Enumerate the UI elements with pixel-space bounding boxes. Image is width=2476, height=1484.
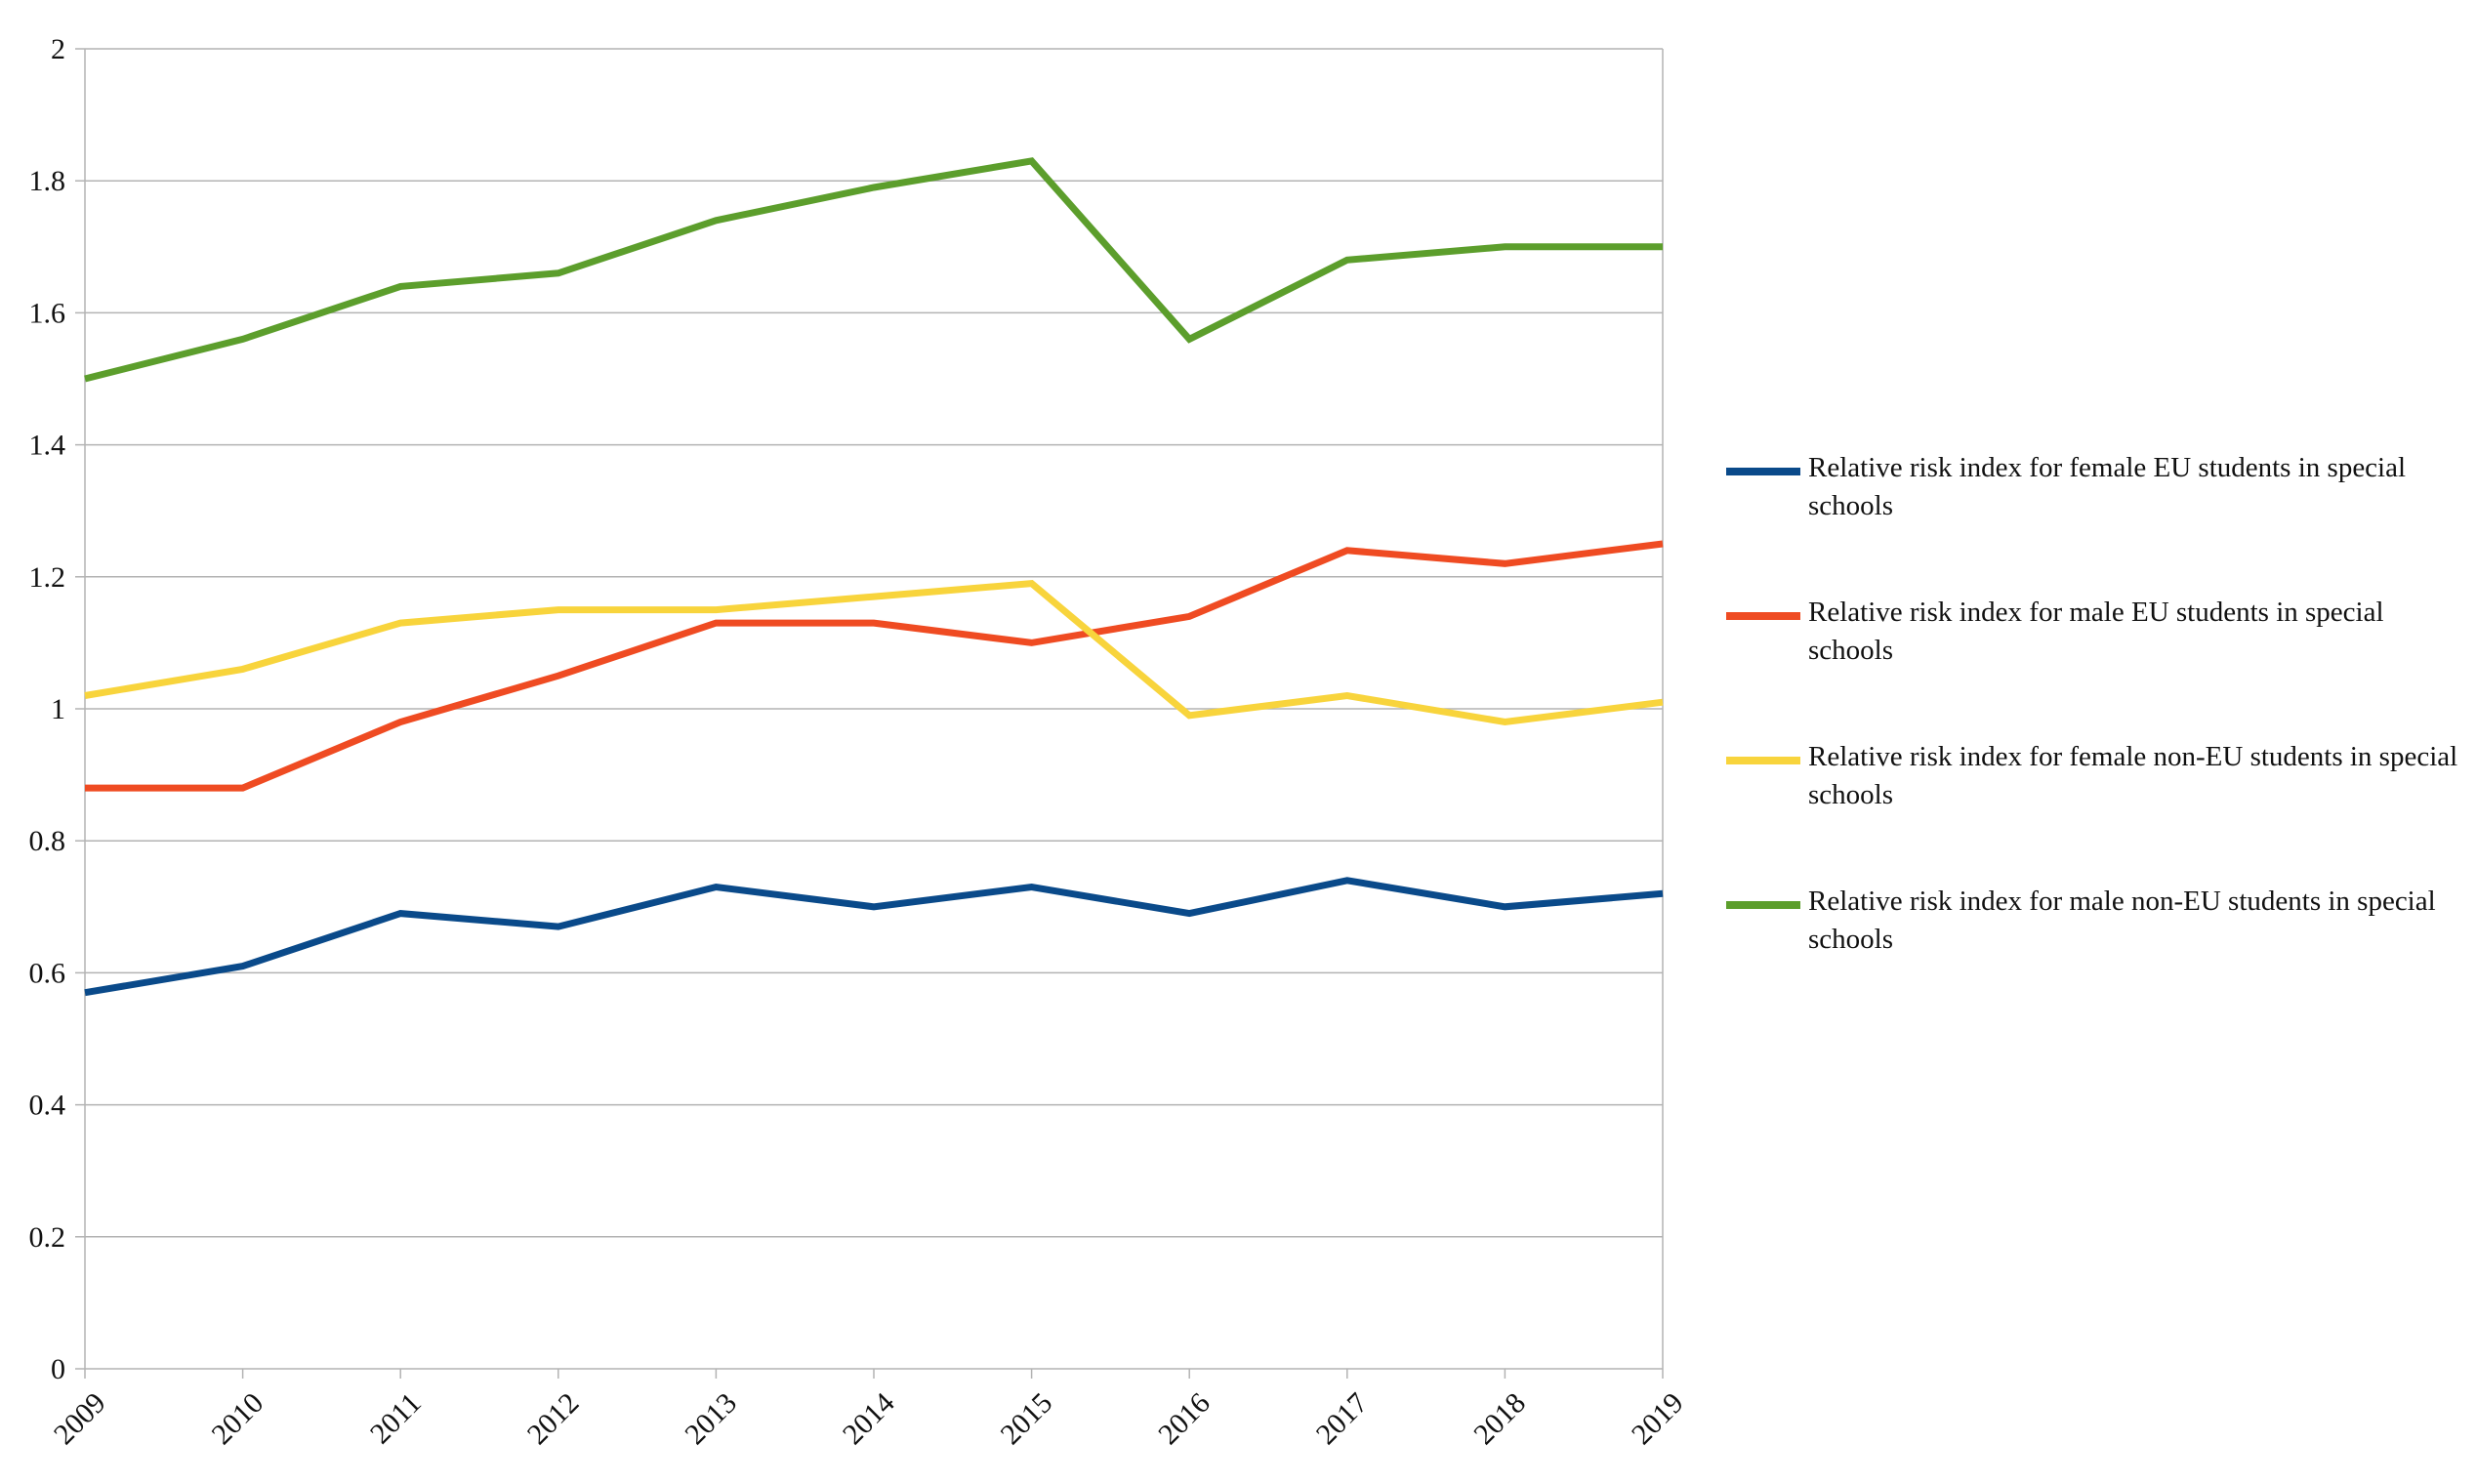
legend-label-female-non-eu: Relative risk index for female non-EU st… <box>1808 741 2458 810</box>
x-tick-label-2019: 2019 <box>1626 1386 1690 1451</box>
legend-swatch-male-eu <box>1726 612 1800 620</box>
x-tick-label-2018: 2018 <box>1467 1386 1532 1451</box>
x-tick-label-2010: 2010 <box>205 1386 269 1451</box>
x-tick-label-2011: 2011 <box>364 1386 428 1450</box>
x-tick-label-2009: 2009 <box>48 1386 112 1451</box>
legend-label-female-eu: Relative risk index for female EU studen… <box>1808 452 2407 521</box>
legend-item-female-non-eu: Relative risk index for female non-EU st… <box>1726 738 2468 883</box>
y-tick-label-5: 1 <box>51 693 65 725</box>
series-line-male-non-eu <box>84 157 1663 383</box>
axes <box>75 48 1664 1379</box>
legend-swatch-male-non-eu <box>1726 901 1800 909</box>
x-tick-label-2014: 2014 <box>837 1386 901 1451</box>
x-tick-label-2013: 2013 <box>679 1386 743 1451</box>
y-tick-label-2: 0.4 <box>29 1090 66 1122</box>
x-tick-label-2017: 2017 <box>1310 1386 1375 1451</box>
legend-label-male-non-eu: Relative risk index for male non-EU stud… <box>1808 886 2436 955</box>
x-tick-label-2012: 2012 <box>521 1386 586 1451</box>
y-tick-label-7: 1.4 <box>29 430 66 462</box>
y-tick-label-9: 1.8 <box>29 165 66 197</box>
y-tick-label-0: 0 <box>51 1353 65 1385</box>
y-tick-label-4: 0.8 <box>29 825 66 857</box>
y-tick-label-10: 2 <box>51 33 65 65</box>
legend-item-female-eu: Relative risk index for female EU studen… <box>1726 449 2468 594</box>
series-line-female-non-eu <box>84 579 1664 726</box>
legend-item-male-eu: Relative risk index for male EU students… <box>1726 594 2468 738</box>
series-line-female-eu <box>84 877 1664 997</box>
y-tick-label-6: 1.2 <box>29 561 66 594</box>
legend-swatch-female-eu <box>1726 468 1800 475</box>
x-tick-label-2015: 2015 <box>994 1386 1058 1451</box>
y-tick-label-3: 0.6 <box>29 957 66 989</box>
legend: Relative risk index for female EU studen… <box>1726 449 2468 1027</box>
series-lines <box>84 157 1664 997</box>
legend-swatch-female-non-eu <box>1726 757 1800 764</box>
series-line-male-eu <box>85 540 1664 792</box>
tick-labels: 0 0.2 0.4 0.6 0.8 1 1.2 1.4 1.6 1.8 2 2009 2010 2011 2… <box>29 33 1690 1451</box>
legend-label-male-eu: Relative risk index for male EU students… <box>1808 597 2384 666</box>
y-tick-label-8: 1.6 <box>29 297 66 329</box>
gridlines <box>85 48 1663 1238</box>
legend-item-male-non-eu: Relative risk index for male non-EU stud… <box>1726 883 2468 1027</box>
y-tick-label-1: 0.2 <box>29 1221 66 1254</box>
x-tick-label-2016: 2016 <box>1152 1386 1217 1451</box>
